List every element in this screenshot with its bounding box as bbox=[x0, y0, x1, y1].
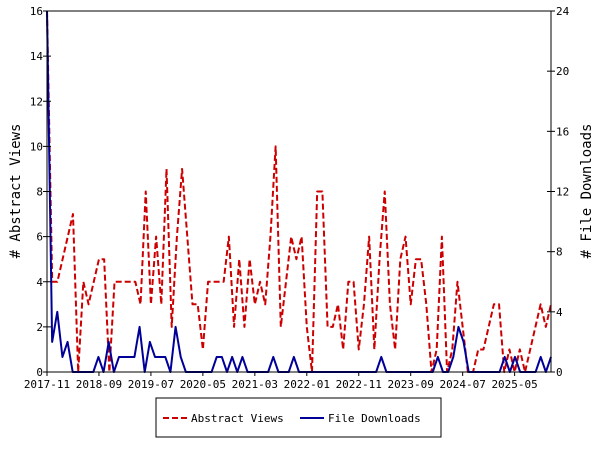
y-tick-label: 6 bbox=[36, 231, 43, 244]
x-tick-label: 2022-11 bbox=[336, 378, 382, 391]
x-tick-label: 2023-09 bbox=[388, 378, 434, 391]
legend-label: Abstract Views bbox=[191, 412, 284, 425]
y2-tick-label: 12 bbox=[556, 186, 569, 199]
y2-tick-label: 0 bbox=[556, 366, 563, 379]
y2-tick-label: 24 bbox=[556, 5, 570, 18]
plot-background bbox=[47, 11, 551, 372]
x-tick-label: 2021-03 bbox=[232, 378, 278, 391]
x-tick-label: 2017-11 bbox=[24, 378, 70, 391]
y-tick-label: 8 bbox=[36, 186, 43, 199]
x-tick-label: 2019-07 bbox=[128, 378, 174, 391]
legend-box bbox=[155, 397, 442, 438]
y2-tick-label: 16 bbox=[556, 125, 569, 138]
x-tick-label: 2018-09 bbox=[76, 378, 122, 391]
y-tick-label: 12 bbox=[30, 95, 43, 108]
x-tick-label: 2020-05 bbox=[180, 378, 226, 391]
y2-axis-title: # File Downloads bbox=[579, 124, 595, 259]
plot-area bbox=[47, 11, 551, 372]
legend-label: File Downloads bbox=[328, 412, 421, 425]
y-tick-label: 10 bbox=[30, 140, 43, 153]
y-tick-label: 0 bbox=[36, 366, 43, 379]
y-axis-title: # Abstract Views bbox=[8, 124, 24, 259]
y-tick-label: 4 bbox=[36, 276, 43, 289]
x-tick-label: 2024-07 bbox=[439, 378, 485, 391]
y2-tick-label: 8 bbox=[556, 246, 563, 259]
y2-tick-label: 20 bbox=[556, 65, 569, 78]
x-tick-label: 2025-05 bbox=[491, 378, 537, 391]
series-line-abstract-views bbox=[46, 10, 552, 373]
y2-tick-label: 4 bbox=[556, 306, 563, 319]
y-tick-label: 2 bbox=[36, 321, 43, 334]
y-tick-label: 16 bbox=[30, 5, 43, 18]
x-tick-label: 2022-01 bbox=[284, 378, 330, 391]
y-tick-label: 14 bbox=[30, 50, 44, 63]
legend: Abstract Views File Downloads bbox=[155, 397, 442, 438]
